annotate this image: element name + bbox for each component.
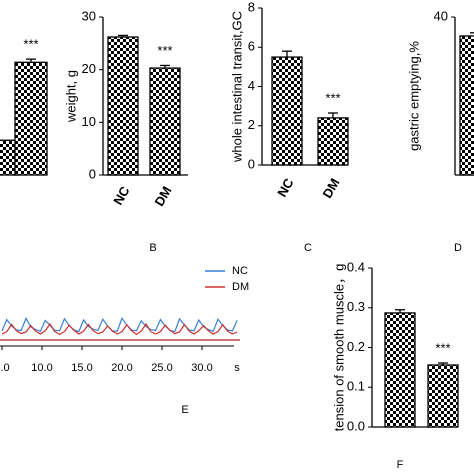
y-axis-label: weight, g	[63, 70, 78, 123]
panel-label: D	[454, 242, 462, 254]
bar	[271, 56, 303, 166]
x-tick-label: 5.0	[0, 362, 10, 374]
x-tick-label: 30.0	[191, 362, 212, 374]
y-tick-label: 30	[82, 8, 96, 23]
bar	[427, 364, 459, 428]
y-tick-label: 0.0	[347, 418, 365, 433]
x-tick-label: DM	[151, 184, 174, 209]
bar	[384, 312, 416, 428]
bar	[317, 117, 349, 166]
panel-label: C	[304, 242, 312, 254]
significance: ***	[435, 340, 450, 355]
significance: ***	[157, 43, 172, 58]
trace	[1, 322, 238, 336]
bar	[107, 36, 139, 176]
x-tick-label: 20.0	[111, 362, 132, 374]
y-axis-label: whole intestinal transit,GC	[229, 11, 244, 163]
x-tick-label: DM	[319, 176, 342, 201]
y-tick-label: 4	[248, 78, 255, 93]
y-tick-label: 10	[82, 114, 96, 129]
trace	[1, 317, 238, 333]
y-tick-label: 0.4	[347, 259, 365, 274]
y-tick-label: 8	[248, 0, 255, 14]
significance: ***	[23, 37, 38, 52]
y-tick-label: 0.2	[347, 339, 365, 354]
y-tick-label: 40	[434, 8, 448, 23]
y-tick-label: 0.3	[347, 299, 365, 314]
y-tick-label: 6	[248, 39, 255, 54]
significance: ***	[325, 90, 340, 105]
bar	[149, 67, 181, 176]
y-axis-label: gastric emptying,%	[406, 41, 421, 151]
panel-label: E	[181, 404, 188, 416]
panel-label: B	[149, 242, 156, 254]
y-axis-label: tension of smooth muscle，g	[331, 264, 346, 432]
y-tick-label: 2	[248, 117, 255, 132]
y-tick-label: 20	[82, 61, 96, 76]
panel-label: F	[397, 459, 404, 471]
bar	[459, 35, 474, 176]
x-tick-label: NC	[274, 175, 297, 199]
x-tick-label: 10.0	[31, 362, 52, 374]
x-tick-label: 15.0	[71, 362, 92, 374]
x-tick-label: 25.0	[151, 362, 172, 374]
bar	[14, 61, 48, 176]
y-tick-label: 0	[89, 166, 96, 181]
x-unit: s	[234, 362, 240, 374]
y-tick-label: 0.1	[347, 379, 365, 394]
x-tick-label: NC	[110, 183, 133, 207]
y-tick-label: 0	[248, 156, 255, 171]
legend-label: DM	[232, 281, 249, 293]
legend-label: NC	[232, 265, 248, 277]
